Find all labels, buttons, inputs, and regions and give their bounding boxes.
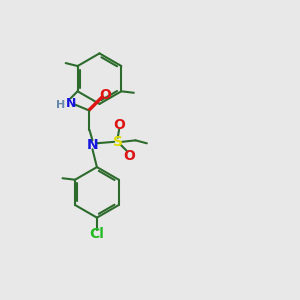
Text: N: N [87,138,98,152]
Text: H: H [56,100,66,110]
Text: O: O [124,149,136,163]
Text: N: N [66,97,76,110]
Text: S: S [113,135,123,149]
Text: O: O [113,118,125,132]
Text: O: O [99,88,111,102]
Text: Cl: Cl [89,227,104,241]
